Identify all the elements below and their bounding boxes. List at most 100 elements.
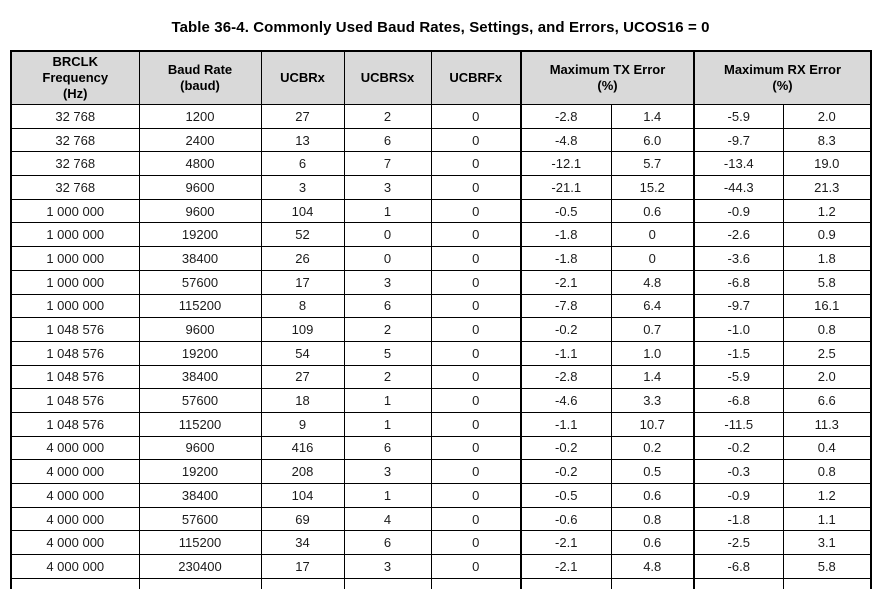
table-cell: 0 xyxy=(610,246,695,271)
table-cell: 0 xyxy=(430,530,522,556)
table-cell: 3 xyxy=(343,554,432,579)
table-body: 32 768 1200 27 2 0 -2.8 1.4 -5.9 2.0 32 768 2400 13… xyxy=(10,104,872,579)
table-row: 1 000 000 19200 52 0 0 -1.8 0 -2.6 0.9 xyxy=(10,222,872,248)
table-cell: -1.1 xyxy=(520,340,612,366)
table-cell: 0 xyxy=(610,222,695,248)
table-row: 1 000 000 9600 104 1 0 -0.5 0.6 -0.9 1.2 xyxy=(10,198,872,224)
table-cell: 4 xyxy=(343,506,432,532)
table-cell: 0 xyxy=(430,388,522,413)
table-cell: 27 xyxy=(260,364,345,390)
table-cell: 26 xyxy=(260,246,345,271)
table-row: 1 000 000 38400 26 0 0 -1.8 0 -3.6 1.8 xyxy=(10,246,872,271)
table-cell: 1.2 xyxy=(782,483,872,508)
column-header-max-tx-error: Maximum TX Error (%) xyxy=(520,50,695,105)
table-cell: 2.5 xyxy=(782,340,872,366)
table-cell: 0 xyxy=(430,364,522,390)
table-cell: 0 xyxy=(430,411,522,437)
table-cell: -1.8 xyxy=(520,222,612,248)
table-cell: 3 xyxy=(343,269,432,295)
table-cell: 69 xyxy=(260,506,345,532)
table-cell: -1.8 xyxy=(520,246,612,271)
table-row: 4 000 000 19200 208 3 0 -0.2 0.5 -0.3 0.8 xyxy=(10,459,872,484)
column-header-brclk-frequency: BRCLK Frequency (Hz) xyxy=(10,50,140,105)
table-cell: 0.6 xyxy=(610,483,695,508)
table-row: 1 000 000 57600 17 3 0 -2.1 4.8 -6.8 5.8 xyxy=(10,269,872,295)
table-cell: 1 048 576 xyxy=(10,411,140,437)
table-row: 32 768 9600 3 3 0 -21.1 15.2 -44.3 21.3 xyxy=(10,175,872,200)
table-cell: 1 048 576 xyxy=(10,340,140,366)
header-row: BRCLK Frequency (Hz) Baud Rate (baud) UC… xyxy=(10,50,872,105)
table-cell: -12.1 xyxy=(520,151,612,177)
table-cell: -2.1 xyxy=(520,269,612,295)
table-cell: 1 000 000 xyxy=(10,198,140,224)
table-cell: -0.3 xyxy=(693,459,784,484)
table-cell: 0 xyxy=(430,554,522,579)
table-cell: 0 xyxy=(430,198,522,224)
table-cell: -0.9 xyxy=(693,483,784,508)
table-cell: 104 xyxy=(260,483,345,508)
table-cell: 1 xyxy=(343,388,432,413)
table-cell: 2 xyxy=(343,364,432,390)
baud-rate-table: BRCLK Frequency (Hz) Baud Rate (baud) UC… xyxy=(10,50,873,589)
table-cell: 115200 xyxy=(138,411,262,437)
table-cell: 15.2 xyxy=(610,175,695,200)
table-cell xyxy=(610,577,695,589)
table-cell: 0 xyxy=(430,293,522,319)
table-cell: 208 xyxy=(260,459,345,484)
table-row: 1 048 576 19200 54 5 0 -1.1 1.0 -1.5 2.5 xyxy=(10,340,872,366)
table-cell: 2400 xyxy=(138,127,262,153)
table-cell: -6.8 xyxy=(693,554,784,579)
table-row: 4 000 000 115200 34 6 0 -2.1 0.6 -2.5 3.1 xyxy=(10,530,872,556)
table-cell: 38400 xyxy=(138,246,262,271)
table-row: 4 000 000 38400 104 1 0 -0.5 0.6 -0.9 1.2 xyxy=(10,483,872,508)
table-cell: 2 xyxy=(343,104,432,129)
table-cell: 57600 xyxy=(138,388,262,413)
table-cell: -2.1 xyxy=(520,554,612,579)
table-cell: 2.0 xyxy=(782,104,872,129)
table-cell: 3.3 xyxy=(610,388,695,413)
table-cell: 0.9 xyxy=(782,222,872,248)
table-cell: 38400 xyxy=(138,483,262,508)
table-cell: 104 xyxy=(260,198,345,224)
table-cell: 0 xyxy=(430,459,522,484)
table-cell: -2.5 xyxy=(693,530,784,556)
table-row: 32 768 2400 13 6 0 -4.8 6.0 -9.7 8.3 xyxy=(10,127,872,153)
table-cell: 3 xyxy=(343,459,432,484)
column-header-max-rx-error: Maximum RX Error (%) xyxy=(692,50,872,105)
table-cell: -1.0 xyxy=(693,317,784,342)
table-cell: -2.6 xyxy=(693,222,784,248)
table-cell: 5.8 xyxy=(782,554,872,579)
table-cell: 0 xyxy=(343,222,432,248)
table-cell: 4 000 000 xyxy=(10,459,140,484)
table-cell: 4 000 000 xyxy=(10,506,140,532)
table-cell: 57600 xyxy=(138,506,262,532)
table-cell: 1.0 xyxy=(610,340,695,366)
table-cell: 0.4 xyxy=(782,435,872,461)
table-cell: -0.9 xyxy=(693,198,784,224)
table-row: 1 048 576 9600 109 2 0 -0.2 0.7 -1.0 0.8 xyxy=(10,317,872,342)
table-cell xyxy=(260,577,345,589)
table-cell: -5.9 xyxy=(693,104,784,129)
table-cell: 4800 xyxy=(138,151,262,177)
table-cell xyxy=(782,577,872,589)
table-cell: 1 048 576 xyxy=(10,388,140,413)
table-cell: -4.8 xyxy=(520,127,612,153)
table-cell: 19200 xyxy=(138,340,262,366)
table-cell: 4 000 000 xyxy=(10,435,140,461)
table-cell: 0.5 xyxy=(610,459,695,484)
table-cell: -2.1 xyxy=(520,530,612,556)
table-cell: 1.2 xyxy=(782,198,872,224)
table-cell: 115200 xyxy=(138,530,262,556)
table-cell: 109 xyxy=(260,317,345,342)
table-cell: -7.8 xyxy=(520,293,612,319)
table-cell: 57600 xyxy=(138,269,262,295)
table-row: 32 768 1200 27 2 0 -2.8 1.4 -5.9 2.0 xyxy=(10,104,872,129)
table-cell: -11.5 xyxy=(693,411,784,437)
table-header: BRCLK Frequency (Hz) Baud Rate (baud) UC… xyxy=(10,50,872,105)
table-cell: -3.6 xyxy=(693,246,784,271)
table-cell: 9600 xyxy=(138,175,262,200)
table-cell: 0 xyxy=(430,151,522,177)
table-cell: -0.5 xyxy=(520,198,612,224)
table-cell: 17 xyxy=(260,554,345,579)
table-cell: 19200 xyxy=(138,222,262,248)
